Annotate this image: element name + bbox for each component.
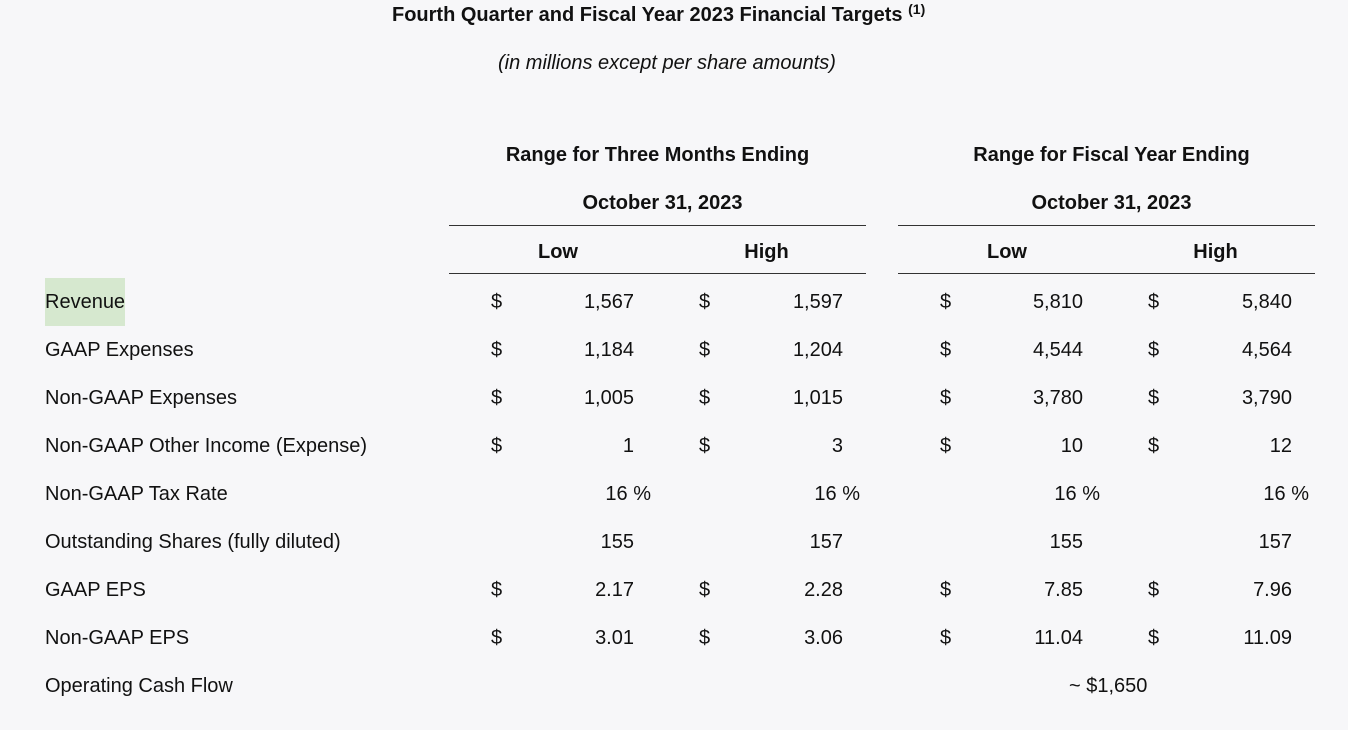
quarter-low-value: 1,184 — [583, 339, 634, 361]
quarter-low-value: 2.17 — [595, 579, 634, 601]
row-label: Non-GAAP Other Income (Expense) — [45, 422, 367, 470]
quarter-low-value: 1 — [622, 435, 634, 457]
year-high-value: 157 — [1258, 531, 1292, 553]
row-label: GAAP EPS — [45, 566, 146, 614]
year-low-value: 7.85 — [1044, 579, 1083, 601]
year-low-symbol: $ — [940, 339, 952, 361]
cash-flow-value: ~ $1,650 — [1069, 675, 1148, 697]
page-title: Fourth Quarter and Fiscal Year 2023 Fina… — [392, 1, 926, 27]
year-high-symbol: $ — [1148, 579, 1160, 601]
quarter-high-value: 1,597 — [792, 291, 843, 313]
quarter-low-symbol: $ — [491, 339, 503, 361]
quarter-low-symbol: $ — [491, 291, 503, 313]
row-label-text: Non-GAAP Other Income (Expense) — [45, 435, 367, 457]
row-label: Non-GAAP EPS — [45, 614, 189, 662]
quarter-high-value: 2.28 — [804, 579, 843, 601]
year-high-value: 3,790 — [1241, 387, 1292, 409]
quarter-high-value: 1,015 — [792, 387, 843, 409]
row-label-text: Outstanding Shares (fully diluted) — [45, 531, 341, 553]
quarter-range-header: Range for Three Months Ending — [505, 144, 810, 166]
quarter-low-value: 1,567 — [583, 291, 634, 313]
quarter-high-header: High — [744, 241, 789, 263]
year-low-header: Low — [987, 241, 1027, 263]
quarter-low-value: 16 % — [605, 483, 651, 505]
cash-flow-label: Operating Cash Flow — [45, 675, 233, 697]
year-high-symbol: $ — [1148, 387, 1160, 409]
quarter-low-value: 3.01 — [595, 627, 634, 649]
quarter-high-value: 1,204 — [792, 339, 843, 361]
quarter-high-symbol: $ — [699, 339, 711, 361]
year-low-value: 11.04 — [1034, 627, 1083, 649]
year-low-symbol: $ — [940, 627, 952, 649]
year-low-symbol: $ — [940, 291, 952, 313]
year-high-value: 7.96 — [1253, 579, 1292, 601]
quarter-high-value: 16 % — [814, 483, 860, 505]
year-low-symbol: $ — [940, 435, 952, 457]
quarter-low-symbol: $ — [491, 387, 503, 409]
year-low-symbol: $ — [940, 579, 952, 601]
year-low-value: 10 — [1060, 435, 1083, 457]
year-high-value: 11.09 — [1243, 627, 1292, 649]
row-label-text: Non-GAAP Tax Rate — [45, 483, 228, 505]
row-label: Non-GAAP Expenses — [45, 374, 237, 422]
quarter-high-symbol: $ — [699, 291, 711, 313]
year-low-value: 4,544 — [1032, 339, 1083, 361]
year-high-symbol: $ — [1148, 339, 1160, 361]
year-low-value: 16 % — [1054, 483, 1100, 505]
row-label-text: Non-GAAP EPS — [45, 627, 190, 649]
quarter-range-date: October 31, 2023 — [582, 192, 743, 214]
row-label: GAAP Expenses — [45, 326, 194, 374]
quarter-low-header: Low — [538, 241, 578, 263]
quarter-high-symbol: $ — [699, 435, 711, 457]
row-label-text: Non-GAAP Expenses — [45, 387, 237, 409]
quarter-subheader-rule — [449, 273, 866, 274]
year-subheader-rule — [898, 273, 1315, 274]
row-label-text: GAAP EPS — [45, 579, 146, 601]
row-label: Non-GAAP Tax Rate — [45, 470, 228, 518]
title-text: Fourth Quarter and Fiscal Year 2023 Fina… — [392, 4, 903, 26]
quarter-low-value: 155 — [600, 531, 634, 553]
quarter-low-symbol: $ — [491, 435, 503, 457]
year-low-symbol: $ — [940, 387, 952, 409]
quarter-low-symbol: $ — [491, 579, 503, 601]
row-label: Outstanding Shares (fully diluted) — [45, 518, 341, 566]
year-low-value: 3,780 — [1032, 387, 1083, 409]
year-header-rule — [898, 225, 1315, 226]
quarter-high-symbol: $ — [699, 579, 711, 601]
row-label-text: Revenue — [45, 278, 126, 326]
year-range-date: October 31, 2023 — [1031, 192, 1192, 214]
year-range-header: Range for Fiscal Year Ending — [973, 144, 1250, 166]
page-subtitle: (in millions except per share amounts) — [498, 52, 836, 74]
year-high-value: 4,564 — [1241, 339, 1292, 361]
year-high-symbol: $ — [1148, 291, 1160, 313]
title-footnote: (1) — [908, 1, 926, 17]
year-high-header: High — [1193, 241, 1238, 263]
year-high-value: 16 % — [1263, 483, 1309, 505]
quarter-header-rule — [449, 225, 866, 226]
quarter-low-value: 1,005 — [583, 387, 634, 409]
row-label-text: GAAP Expenses — [45, 339, 194, 361]
year-high-symbol: $ — [1148, 627, 1160, 649]
quarter-high-value: 157 — [809, 531, 843, 553]
quarter-high-value: 3 — [831, 435, 843, 457]
row-label: Revenue — [45, 278, 126, 326]
year-high-value: 5,840 — [1241, 291, 1292, 313]
quarter-high-symbol: $ — [699, 627, 711, 649]
year-high-value: 12 — [1269, 435, 1292, 457]
year-low-value: 155 — [1049, 531, 1083, 553]
year-low-value: 5,810 — [1032, 291, 1083, 313]
quarter-high-value: 3.06 — [804, 627, 843, 649]
quarter-low-symbol: $ — [491, 627, 503, 649]
quarter-high-symbol: $ — [699, 387, 711, 409]
year-high-symbol: $ — [1148, 435, 1160, 457]
